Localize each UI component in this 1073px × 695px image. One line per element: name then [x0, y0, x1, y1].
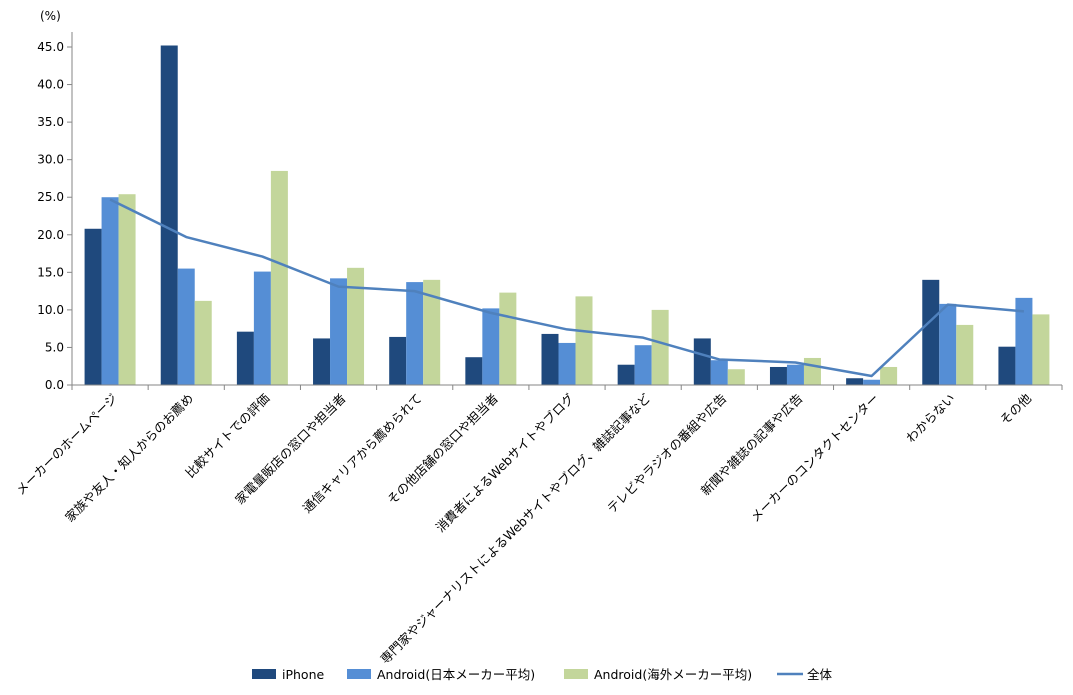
bar [922, 279, 940, 385]
legend-swatch [252, 669, 276, 679]
x-category-label: わからない [903, 391, 958, 446]
legend-label: 全体 [807, 667, 833, 682]
bar [651, 309, 669, 385]
y-tick-label: 0.0 [45, 378, 64, 392]
bar [160, 45, 178, 386]
x-category-label: 専門家やジャーナリストによるWebサイトやブログ、雑誌記事など [377, 390, 653, 666]
y-tick-label: 45.0 [37, 40, 64, 54]
y-tick-label: 10.0 [37, 303, 64, 317]
line-series [109, 198, 1025, 378]
legend: iPhone Android(日本メーカー平均) Android(海外メーカー平均)… [252, 667, 833, 682]
y-tick-label: 35.0 [37, 115, 64, 129]
bar [177, 268, 195, 385]
bar [118, 194, 136, 385]
bar [347, 267, 365, 385]
bar [863, 379, 881, 385]
bar [270, 170, 288, 385]
bar [710, 360, 728, 385]
bar [84, 228, 102, 385]
y-tick-label: 20.0 [37, 228, 64, 242]
legend-label: Android(日本メーカー平均) [377, 667, 535, 682]
bar [194, 300, 212, 385]
bar [939, 303, 957, 385]
bar [617, 364, 635, 385]
bar [253, 271, 271, 385]
bar [236, 331, 254, 385]
bar [1032, 314, 1050, 385]
y-axis: 0.0 5.0 10.0 15.0 20.0 25.0 30.0 35.0 40.0 45.0 [37, 32, 73, 392]
bar [465, 357, 483, 385]
y-tick-label: 5.0 [45, 340, 64, 354]
bar [101, 197, 119, 385]
x-axis: メーカーのホームページ家族や友人・知人からのお薦め比較サイトでの評価家電量販店の… [13, 384, 1063, 667]
x-category-label: その他 [997, 390, 1034, 427]
y-tick-label: 40.0 [37, 78, 64, 92]
bar [423, 279, 441, 385]
bar [389, 336, 407, 385]
bar [313, 338, 331, 385]
x-category-label: メーカーのコンタクトセンター [747, 391, 881, 525]
bar [693, 338, 711, 385]
bar [330, 278, 348, 385]
bar [482, 308, 500, 385]
bar [575, 296, 593, 385]
series-line [109, 198, 1025, 378]
bar [880, 366, 898, 385]
x-category-label: 家族や友人・知人からのお薦め [62, 391, 196, 525]
y-tick-label: 25.0 [37, 190, 64, 204]
bar [769, 366, 787, 385]
legend-swatch [564, 669, 588, 679]
legend-label: Android(海外メーカー平均) [594, 667, 752, 682]
bar [727, 369, 745, 385]
bar [406, 282, 424, 385]
bar [634, 345, 652, 385]
bar [998, 346, 1016, 385]
y-unit-label: (%) [40, 9, 61, 23]
y-tick-label: 15.0 [37, 265, 64, 279]
bar [786, 364, 804, 385]
bar [558, 342, 576, 385]
legend-label: iPhone [282, 667, 325, 682]
legend-swatch [347, 669, 371, 679]
bar [541, 333, 559, 385]
bar [803, 357, 821, 385]
bar [499, 292, 517, 385]
y-tick-label: 30.0 [37, 153, 64, 167]
bars [84, 45, 1050, 386]
x-category-label: 比較サイトでの評価 [182, 391, 272, 481]
bar [956, 324, 974, 385]
bar [1015, 297, 1033, 385]
bar [846, 378, 864, 385]
x-category-label: 消費者によるWebサイトやブログ [433, 391, 578, 536]
